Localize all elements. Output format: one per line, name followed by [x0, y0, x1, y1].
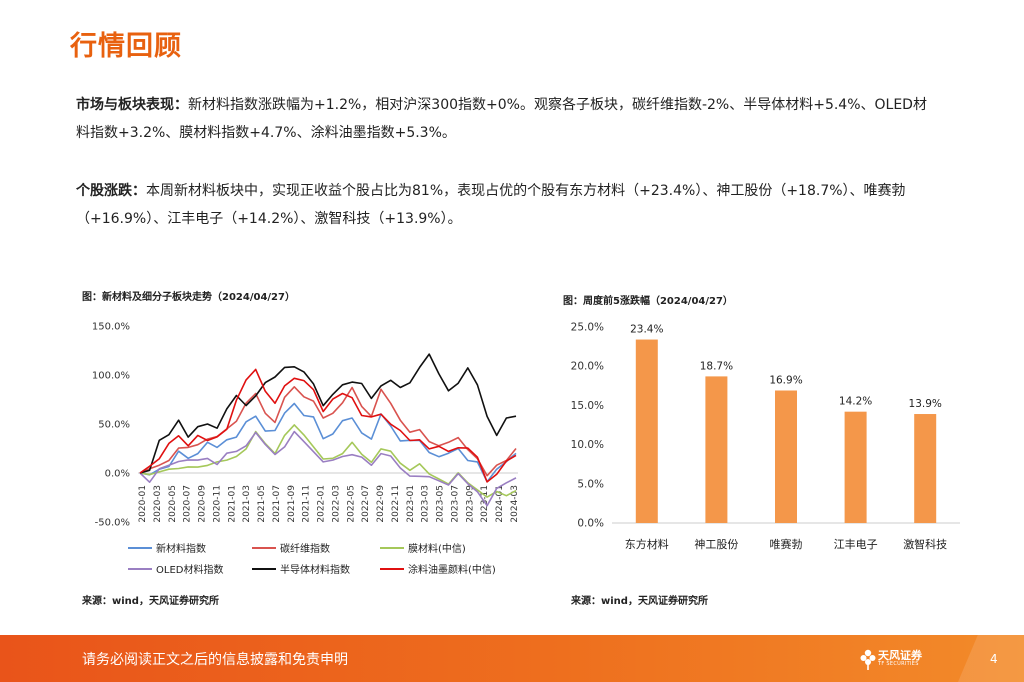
x-tick-label: 2023-03	[421, 485, 431, 523]
x-tick-label: 2024-03	[510, 485, 520, 523]
logo-name: 天风证券	[878, 649, 922, 662]
x-tick-label: 2022-11	[391, 485, 401, 523]
line-chart-source: 来源：wind，天风证券研究所	[82, 596, 219, 607]
y-tick-label: 15.0%	[571, 400, 604, 412]
x-category-label: 东方材料	[625, 537, 669, 551]
y-tick-label: 0.0%	[577, 518, 604, 530]
bar-chart-caption: 图：周度前5涨跌幅（2024/04/27）	[563, 296, 733, 307]
x-tick-label: 2021-07	[272, 485, 282, 523]
series-line-1	[139, 386, 517, 477]
bar-value-label: 14.2%	[839, 396, 872, 408]
page-number: 4	[990, 652, 998, 666]
line-chart-caption: 图：新材料及细分子板块走势（2024/04/27）	[82, 292, 295, 303]
y-tick-label: 150.0%	[92, 322, 130, 333]
stock-movement-text: 本周新材料板块中，实现正收益个股占比为81%，表现占优的个股有东方材料（+23.…	[76, 183, 906, 227]
x-tick-label: 2021-09	[287, 485, 297, 523]
market-performance-paragraph: 市场与板块表现：新材料指数涨跌幅为+1.2%，相对沪深300指数+0%。观察各子…	[76, 91, 936, 147]
flower-logo-icon	[860, 649, 876, 670]
x-tick-label: 2020-09	[198, 485, 208, 523]
footer: 请务必阅读正文之后的信息披露和免责申明 天风证券 TF SECURITIES 4	[0, 635, 1024, 682]
series-line-3	[139, 430, 517, 507]
bar-value-label: 23.4%	[630, 324, 663, 336]
bar	[635, 339, 658, 523]
x-tick-label: 2020-03	[153, 485, 163, 523]
x-category-label: 江丰电子	[834, 538, 878, 551]
bar-chart: 0.0% 5.0% 10.0% 15.0% 20.0% 25.0% 23.4% 东方材料 18.…	[571, 322, 960, 551]
x-tick-label: 2021-11	[302, 485, 312, 523]
logo-subtitle: TF SECURITIES	[878, 661, 919, 667]
x-tick-label: 2023-05	[436, 485, 446, 523]
market-performance-label: 市场与板块表现：	[76, 97, 188, 113]
x-tick-label: 2021-01	[227, 485, 237, 523]
stock-movement-label: 个股涨跌：	[76, 183, 146, 199]
x-category-label: 神工股份	[694, 537, 738, 551]
y-tick-label: 0.0%	[105, 469, 130, 480]
y-tick-label: 20.0%	[571, 361, 604, 373]
legend-label: 膜材料(中信)	[408, 542, 466, 555]
footer-disclaimer: 请务必阅读正文之后的信息披露和免责申明	[82, 652, 348, 668]
line-chart: -50.0% 0.0% 50.0% 100.0% 150.0% 2020-01 2020-0…	[92, 322, 520, 577]
legend-label: 半导体材料指数	[280, 563, 350, 576]
series-line-4	[139, 353, 517, 474]
x-tick-label: 2023-09	[465, 485, 475, 523]
y-tick-label: 5.0%	[577, 478, 604, 490]
bar	[914, 414, 937, 523]
bar-value-label: 18.7%	[700, 360, 733, 372]
x-tick-label: 2023-01	[406, 485, 416, 523]
brand-logo: 天风证券 TF SECURITIES	[860, 645, 940, 675]
page-title: 行情回顾	[70, 31, 182, 62]
x-tick-label: 2022-03	[331, 485, 341, 523]
x-tick-label: 2020-01	[138, 485, 148, 523]
x-category-label: 唯赛勃	[770, 537, 803, 551]
x-tick-label: 2020-05	[168, 485, 178, 523]
legend-label: OLED材料指数	[156, 563, 223, 576]
bar-value-label: 16.9%	[769, 375, 802, 387]
bar-value-label: 13.9%	[909, 398, 942, 410]
x-tick-label: 2024-01	[495, 485, 505, 523]
y-tick-label: 25.0%	[571, 322, 604, 334]
y-tick-label: 10.0%	[571, 439, 604, 451]
x-tick-label: 2023-07	[450, 485, 460, 523]
y-tick-label: 100.0%	[92, 371, 130, 382]
x-tick-label: 2022-07	[361, 485, 371, 523]
x-tick-label: 2022-09	[376, 485, 386, 523]
bar-chart-source: 来源：wind，天风证券研究所	[571, 596, 708, 607]
y-tick-label: -50.0%	[95, 518, 130, 529]
x-tick-label: 2021-03	[242, 485, 252, 523]
series-line-0	[139, 402, 517, 483]
x-tick-label: 2020-07	[183, 485, 193, 523]
bar	[844, 411, 867, 523]
x-tick-label: 2020-11	[212, 485, 222, 523]
series-line-5	[139, 368, 517, 483]
market-performance-text: 新材料指数涨跌幅为+1.2%，相对沪深300指数+0%。观察各子板块，碳纤维指数…	[76, 97, 927, 141]
y-tick-label: 50.0%	[98, 420, 130, 431]
bar	[775, 390, 797, 523]
x-category-label: 激智科技	[903, 537, 947, 551]
legend-label: 新材料指数	[156, 542, 206, 555]
legend-label: 碳纤维指数	[280, 542, 330, 555]
bar	[705, 376, 728, 523]
legend-label: 涂料油墨颜料(中信)	[408, 563, 496, 576]
x-tick-label: 2022-01	[317, 485, 327, 523]
stock-movement-paragraph: 个股涨跌：本周新材料板块中，实现正收益个股占比为81%，表现占优的个股有东方材料…	[76, 177, 936, 233]
x-tick-label: 2022-05	[346, 485, 356, 523]
x-tick-label: 2021-05	[257, 485, 267, 523]
